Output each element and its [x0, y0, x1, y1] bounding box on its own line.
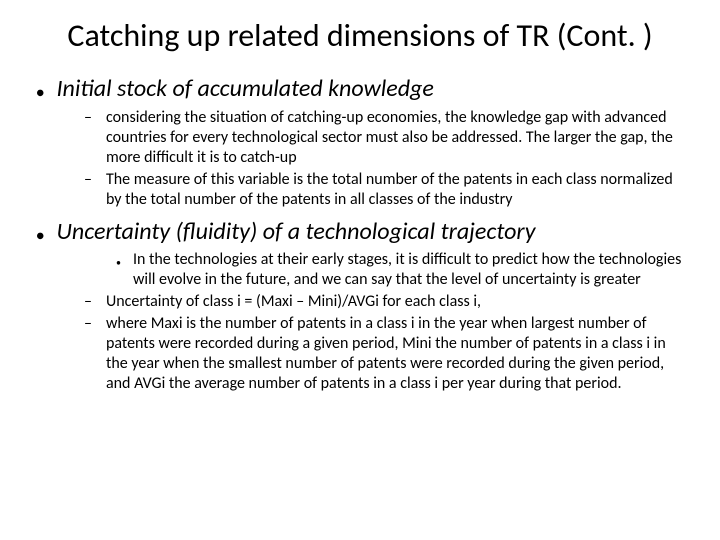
- bullet-icon: ●: [36, 227, 44, 244]
- dash-icon: –: [84, 108, 92, 128]
- sub-bullet-item: – where Maxi is the number of patents in…: [84, 314, 690, 394]
- bullet-item-initial-stock: ● Initial stock of accumulated knowledge: [36, 75, 690, 104]
- sub-bullet-text: where Maxi is the number of patents in a…: [106, 314, 690, 394]
- bullet-text: Initial stock of accumulated knowledge: [56, 75, 433, 104]
- bullet-icon: ●: [36, 84, 44, 101]
- bullet-item-uncertainty: ● Uncertainty (fluidity) of a technologi…: [36, 218, 690, 247]
- dash-icon: –: [84, 292, 92, 312]
- slide-container: { "title": "Catching up related dimensio…: [0, 0, 720, 540]
- dash-icon: –: [84, 170, 92, 190]
- dash-icon: –: [84, 314, 92, 334]
- slide-title: Catching up related dimensions of TR (Co…: [30, 18, 690, 55]
- sub-sub-bullet-item: • In the technologies at their early sta…: [116, 250, 690, 290]
- bullet-text: Uncertainty (fluidity) of a technologica…: [56, 218, 535, 247]
- sub-bullet-text: considering the situation of catching-up…: [106, 108, 690, 168]
- sub-bullet-item: – considering the situation of catching-…: [84, 108, 690, 168]
- sub-sub-bullet-text: In the technologies at their early stage…: [133, 250, 690, 290]
- sub-bullet-item: – The measure of this variable is the to…: [84, 170, 690, 210]
- sub-bullet-item: – Uncertainty of class i = (Maxi – Mini)…: [84, 292, 690, 312]
- sub-bullet-text: The measure of this variable is the tota…: [106, 170, 690, 210]
- sub-bullet-text: Uncertainty of class i = (Maxi – Mini)/A…: [106, 292, 481, 312]
- bullet-icon: •: [116, 256, 121, 269]
